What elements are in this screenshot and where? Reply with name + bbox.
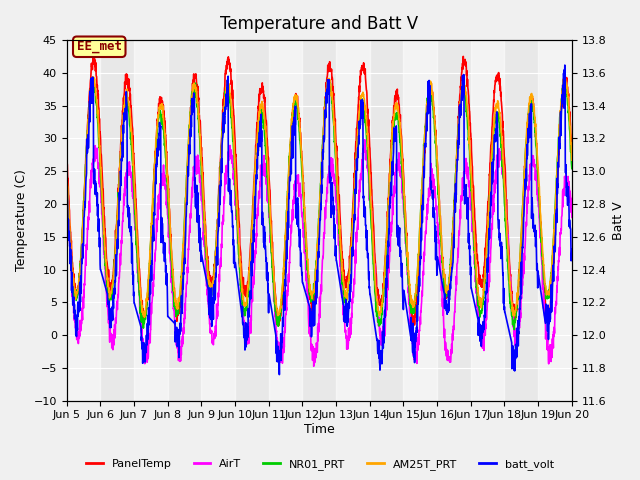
NR01_PRT: [466, 159, 474, 165]
Line: batt_volt: batt_volt: [67, 65, 572, 374]
AM25T_PRT: [568, 157, 576, 163]
NR01_PRT: [63, 178, 70, 184]
AM25T_PRT: [524, 119, 531, 125]
Title: Temperature and Batt V: Temperature and Batt V: [220, 15, 419, 33]
PanelTemp: [334, 173, 342, 179]
NR01_PRT: [345, 283, 353, 289]
AirT: [538, 255, 545, 261]
Text: EE_met: EE_met: [77, 40, 122, 53]
PanelTemp: [568, 145, 576, 151]
Bar: [269, 40, 303, 401]
batt_volt: [204, 283, 211, 289]
X-axis label: Time: Time: [304, 423, 335, 436]
NR01_PRT: [324, 78, 332, 84]
batt_volt: [538, 292, 545, 298]
AM25T_PRT: [63, 166, 70, 171]
Y-axis label: Temperature (C): Temperature (C): [15, 169, 28, 271]
PanelTemp: [345, 269, 353, 275]
Line: PanelTemp: PanelTemp: [67, 53, 572, 325]
batt_volt: [334, 265, 342, 271]
PanelTemp: [275, 323, 282, 328]
NR01_PRT: [511, 327, 518, 333]
Bar: [403, 40, 437, 401]
Line: AM25T_PRT: AM25T_PRT: [67, 76, 572, 317]
AM25T_PRT: [345, 277, 353, 283]
Bar: [202, 40, 235, 401]
batt_volt: [63, 169, 70, 175]
batt_volt: [275, 372, 283, 377]
batt_volt: [568, 246, 576, 252]
PanelTemp: [524, 120, 531, 126]
NR01_PRT: [538, 235, 545, 240]
PanelTemp: [63, 152, 70, 158]
AirT: [568, 215, 576, 220]
NR01_PRT: [334, 198, 342, 204]
Bar: [134, 40, 168, 401]
PanelTemp: [204, 255, 212, 261]
AM25T_PRT: [334, 183, 342, 189]
AirT: [345, 325, 353, 331]
batt_volt: [561, 62, 569, 68]
AirT: [466, 190, 474, 196]
NR01_PRT: [524, 120, 531, 126]
Bar: [67, 40, 100, 401]
AirT: [63, 199, 70, 205]
PanelTemp: [466, 122, 474, 128]
AM25T_PRT: [466, 147, 474, 153]
Bar: [538, 40, 572, 401]
Line: NR01_PRT: NR01_PRT: [67, 81, 572, 330]
AM25T_PRT: [538, 227, 545, 232]
batt_volt: [466, 260, 474, 265]
AM25T_PRT: [561, 73, 568, 79]
AirT: [204, 287, 211, 292]
NR01_PRT: [204, 269, 211, 275]
Legend: PanelTemp, AirT, NR01_PRT, AM25T_PRT, batt_volt: PanelTemp, AirT, NR01_PRT, AM25T_PRT, ba…: [81, 455, 559, 474]
batt_volt: [345, 307, 353, 313]
AM25T_PRT: [141, 314, 148, 320]
AirT: [524, 201, 531, 206]
PanelTemp: [538, 240, 545, 246]
AirT: [334, 214, 342, 219]
Line: AirT: AirT: [67, 140, 572, 366]
batt_volt: [524, 153, 531, 158]
AirT: [361, 137, 369, 143]
PanelTemp: [89, 50, 97, 56]
AirT: [310, 363, 317, 369]
AM25T_PRT: [204, 268, 212, 274]
Y-axis label: Batt V: Batt V: [612, 201, 625, 240]
Bar: [471, 40, 504, 401]
Bar: [336, 40, 370, 401]
NR01_PRT: [568, 166, 576, 171]
